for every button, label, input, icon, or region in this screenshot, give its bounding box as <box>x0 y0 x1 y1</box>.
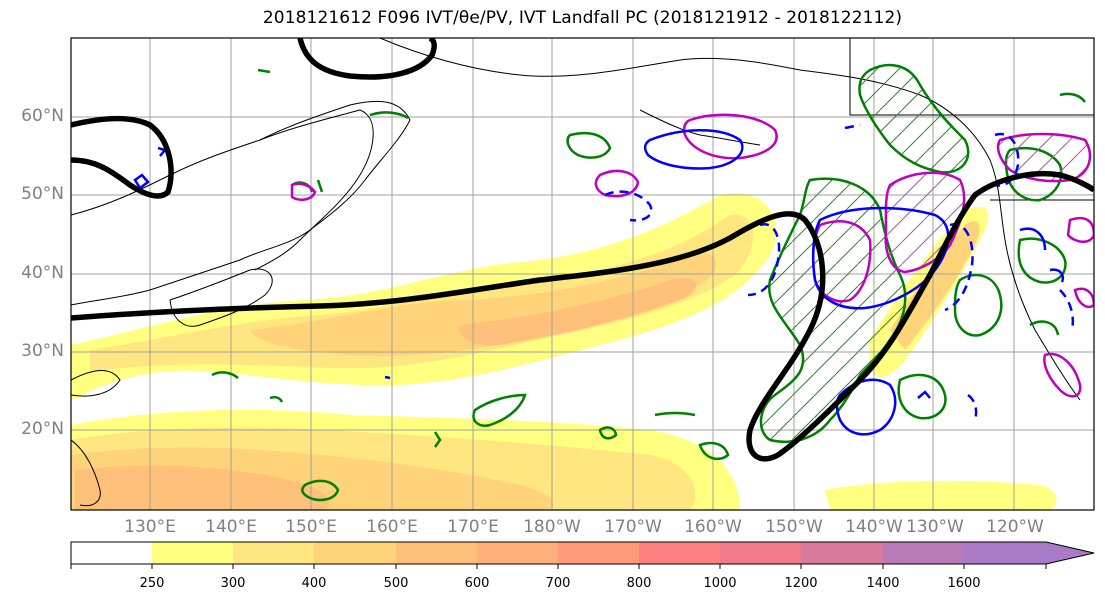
lon-label: 140°E <box>205 517 257 537</box>
colorbar-tick-label: 1200 <box>784 576 818 591</box>
colorbar-tick-label: 1000 <box>703 576 737 591</box>
lat-label: 60°N <box>21 106 64 126</box>
colorbar-segment <box>801 542 883 564</box>
colorbar-tick-label: 500 <box>383 576 409 591</box>
colorbar-segment <box>558 542 639 564</box>
lon-label: 120°W <box>986 517 1044 537</box>
theta-e-dashed-contours <box>604 123 1075 421</box>
lon-label: 160°W <box>684 517 742 537</box>
colorbar-segment <box>396 542 477 564</box>
lon-label: 140°W <box>845 517 903 537</box>
colorbar-tick-label: 800 <box>626 576 652 591</box>
colorbar-segment <box>314 542 396 564</box>
lon-label: 180°W <box>523 517 581 537</box>
lon-label: 130°E <box>124 517 176 537</box>
colorbar-tick-label: 250 <box>139 576 165 591</box>
colorbar-segment <box>152 542 233 564</box>
colorbar-tick-label: 1600 <box>947 576 981 591</box>
colorbar-segment <box>639 542 720 564</box>
lon-label: 160°E <box>366 517 418 537</box>
colorbar-segment <box>233 542 314 564</box>
colorbar-segment <box>477 542 558 564</box>
colorbar-tick-label: 700 <box>545 576 571 591</box>
lat-label: 30°N <box>21 341 64 361</box>
lon-label: 150°W <box>765 517 823 537</box>
lat-label: 50°N <box>21 184 64 204</box>
colorbar-segment <box>883 542 964 564</box>
lon-label: 170°W <box>604 517 662 537</box>
lat-label: 40°N <box>21 263 64 283</box>
colorbar-tick-label: 400 <box>301 576 327 591</box>
theta-e-neg-contours <box>133 129 1065 436</box>
lon-label: 170°E <box>447 517 499 537</box>
colorbar <box>70 541 1095 569</box>
colorbar-segment <box>71 542 152 564</box>
colorbar-extend-arrow <box>964 542 1094 564</box>
colorbar-segment <box>720 542 801 564</box>
lon-label: 130°W <box>906 517 964 537</box>
lat-label: 20°N <box>21 419 64 439</box>
colorbar-tick-label: 300 <box>220 576 246 591</box>
lon-label: 150°E <box>285 517 337 537</box>
ivt-shading <box>71 193 1057 510</box>
map-frame <box>70 37 1095 511</box>
ivt-landfall-contours <box>71 38 1094 462</box>
colorbar-tick-label: 1400 <box>866 576 900 591</box>
colorbar-tick-label: 600 <box>464 576 490 591</box>
chart-title: 2018121612 F096 IVT/θe/PV, IVT Landfall … <box>262 8 903 28</box>
